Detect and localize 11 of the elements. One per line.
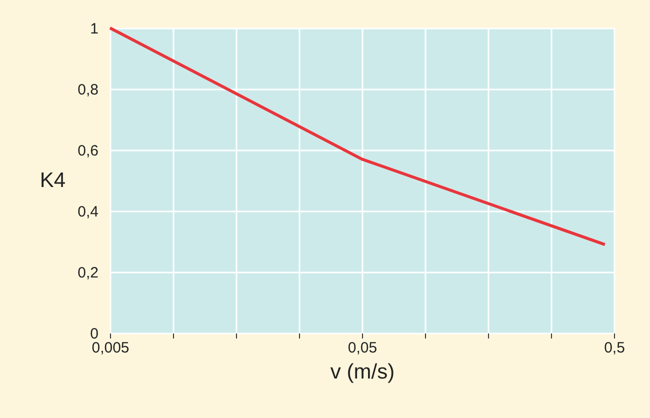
x-tick-label: 0,5	[604, 340, 625, 356]
y-tick-label: 0,2	[78, 264, 98, 282]
y-tick-label: 1	[90, 20, 98, 38]
x-tick-label: 0,005	[92, 340, 130, 356]
y-tick-label: 0,4	[78, 204, 98, 220]
y-axis-title: K4	[40, 169, 66, 192]
y-tick-label: 0,6	[78, 142, 98, 160]
x-axis-title: v (m/s)	[330, 360, 395, 384]
y-tick-label: 0,8	[78, 82, 98, 98]
y-tick-label: 0	[90, 326, 98, 342]
x-tick-label: 0,05	[348, 340, 378, 356]
